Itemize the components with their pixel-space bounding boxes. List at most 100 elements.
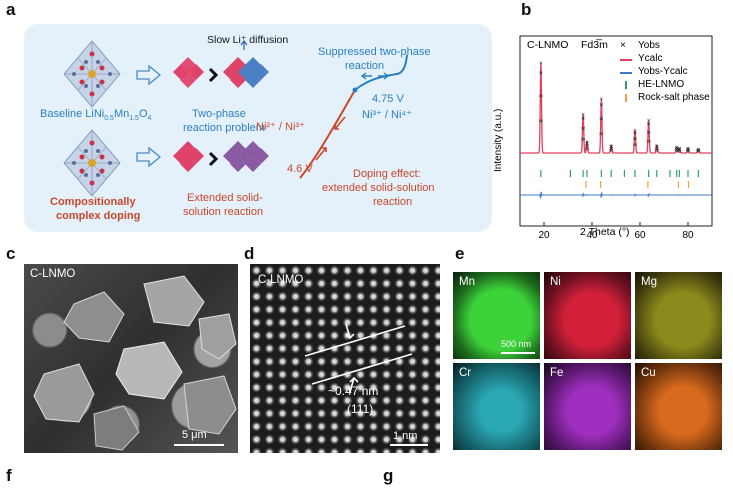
yobs-point: ×	[677, 148, 681, 154]
yobs-point: ×	[678, 149, 682, 155]
yobs-point: ×	[540, 119, 544, 125]
yobs-point: ×	[647, 131, 651, 137]
yobs-point: ×	[696, 149, 700, 155]
doping-effect-line3: reaction	[373, 196, 413, 208]
legend-marker-x: ×	[620, 40, 626, 51]
arrow-down-icon	[334, 116, 346, 130]
legend-he: HE-LNMO	[638, 79, 685, 90]
x-tick-label: 40	[586, 230, 598, 240]
yobs-point: ×	[656, 148, 660, 154]
yobs-point: ×	[609, 145, 613, 151]
yobs-point: ×	[674, 148, 678, 154]
yobs-point: ×	[678, 147, 682, 153]
yobs-point: ×	[539, 71, 543, 77]
scale-bar-label: 500 nm	[501, 339, 532, 349]
sem-sample-label: C-LNMO	[30, 268, 76, 280]
yobs-point: ×	[599, 117, 603, 123]
doping-effect-line1: Doping effect:	[353, 168, 421, 180]
yobs-point: ×	[582, 137, 586, 143]
panel-letter-b: b	[521, 0, 532, 19]
panel-a-graphics	[63, 39, 408, 197]
hollow-arrow-icon	[136, 64, 162, 86]
ni-low-couple: Ni²⁺ / Ni³⁺	[256, 121, 305, 133]
eds-map-mn: Mn 500 nm	[453, 272, 540, 359]
yobs-point: ×	[540, 94, 544, 100]
yobs-point: ×	[633, 131, 637, 137]
crystal-structure-doped	[63, 129, 121, 197]
scale-bar	[390, 444, 428, 446]
scale-bar	[501, 352, 535, 354]
yobs-point: ×	[647, 119, 651, 125]
yobs-point: ×	[585, 140, 589, 146]
yobs-point: ×	[674, 149, 678, 155]
yobs-point: ×	[538, 119, 542, 125]
crystal-facets	[33, 275, 237, 451]
yobs-point: ×	[634, 137, 638, 143]
yobs-point: ×	[647, 122, 651, 128]
yobs-point: ×	[654, 146, 658, 152]
arrow-up-icon	[315, 147, 327, 161]
baseline-formula: Baseline LiNi0.5Mn1.5O4	[40, 108, 152, 123]
yobs-point: ×	[676, 148, 680, 154]
yobs-point: ×	[687, 148, 691, 154]
yobs-point: ×	[677, 147, 681, 153]
panel-letter-f: f	[6, 466, 12, 485]
yobs-point: ×	[675, 146, 679, 152]
legend-line-diff	[620, 72, 632, 74]
yobs-point: ×	[586, 147, 590, 153]
crystal-structure-baseline	[63, 40, 121, 108]
legend-tick-he	[625, 81, 627, 89]
yobs-point: ×	[585, 144, 589, 150]
x-axis-label: 2 Theta (°)	[580, 226, 630, 238]
legend-yobs: Yobs	[638, 40, 660, 51]
yobs-point: ×	[610, 146, 614, 152]
yobs-point: ×	[633, 129, 637, 135]
yobs-point: ×	[654, 148, 658, 154]
yobs-point: ×	[600, 132, 604, 138]
yobs-point: ×	[539, 71, 543, 77]
space-group: Fd3̅m	[581, 39, 608, 51]
yobs-point: ×	[600, 103, 604, 109]
slow-diffusion-label: Slow Li⁺ diffusion	[207, 34, 289, 46]
eds-map-ni: Ni	[544, 272, 631, 359]
voltage-curve-red	[299, 89, 356, 179]
yobs-point: ×	[581, 112, 585, 118]
plane-label: (111)	[347, 402, 374, 416]
yobs-point: ×	[599, 132, 603, 138]
diamond-cluster-pink	[173, 57, 204, 88]
arrow-up-icon	[240, 39, 248, 50]
arrow-left-icon	[360, 72, 372, 80]
eds-label-fe: Fe	[550, 367, 564, 379]
yobs-point: ×	[584, 147, 588, 153]
yobs-point: ×	[648, 140, 652, 146]
voltage-low: 4.6 V	[287, 163, 313, 175]
yobs-point: ×	[634, 143, 638, 149]
panel-letter-g: g	[383, 466, 394, 485]
panel-letter-e: e	[455, 244, 465, 263]
sem-image: C-LNMO 5 μm	[24, 264, 238, 453]
yobs-point: ×	[632, 143, 636, 149]
x-tick-label: 80	[682, 230, 694, 240]
panel-letter-c: c	[6, 244, 16, 263]
chevron-right-icon	[208, 67, 219, 83]
yobs-point: ×	[610, 145, 614, 151]
yobs-point: ×	[633, 131, 637, 137]
eds-label-mg: Mg	[641, 276, 657, 288]
scale-bar-label: 1 nm	[393, 430, 418, 442]
yobs-point: ×	[585, 141, 589, 147]
eds-map-cr: Cr	[453, 363, 540, 450]
yobs-point: ×	[609, 144, 613, 150]
yobs-point: ×	[687, 149, 691, 155]
yobs-point: ×	[599, 103, 603, 109]
yobs-point: ×	[655, 144, 659, 150]
legend-line-ycalc	[620, 59, 632, 61]
eds-label-cu: Cu	[641, 367, 656, 379]
yobs-point: ×	[633, 137, 637, 143]
diamond-cluster-purple	[223, 141, 269, 172]
complex-doping-line1: Compositionally	[50, 196, 136, 208]
yobs-point: ×	[697, 150, 701, 156]
eds-label-cr: Cr	[459, 367, 472, 379]
eds-map-fe: Fe	[544, 363, 631, 450]
arrow-right-icon	[378, 72, 390, 80]
scale-bar-label: 5 μm	[182, 429, 207, 441]
